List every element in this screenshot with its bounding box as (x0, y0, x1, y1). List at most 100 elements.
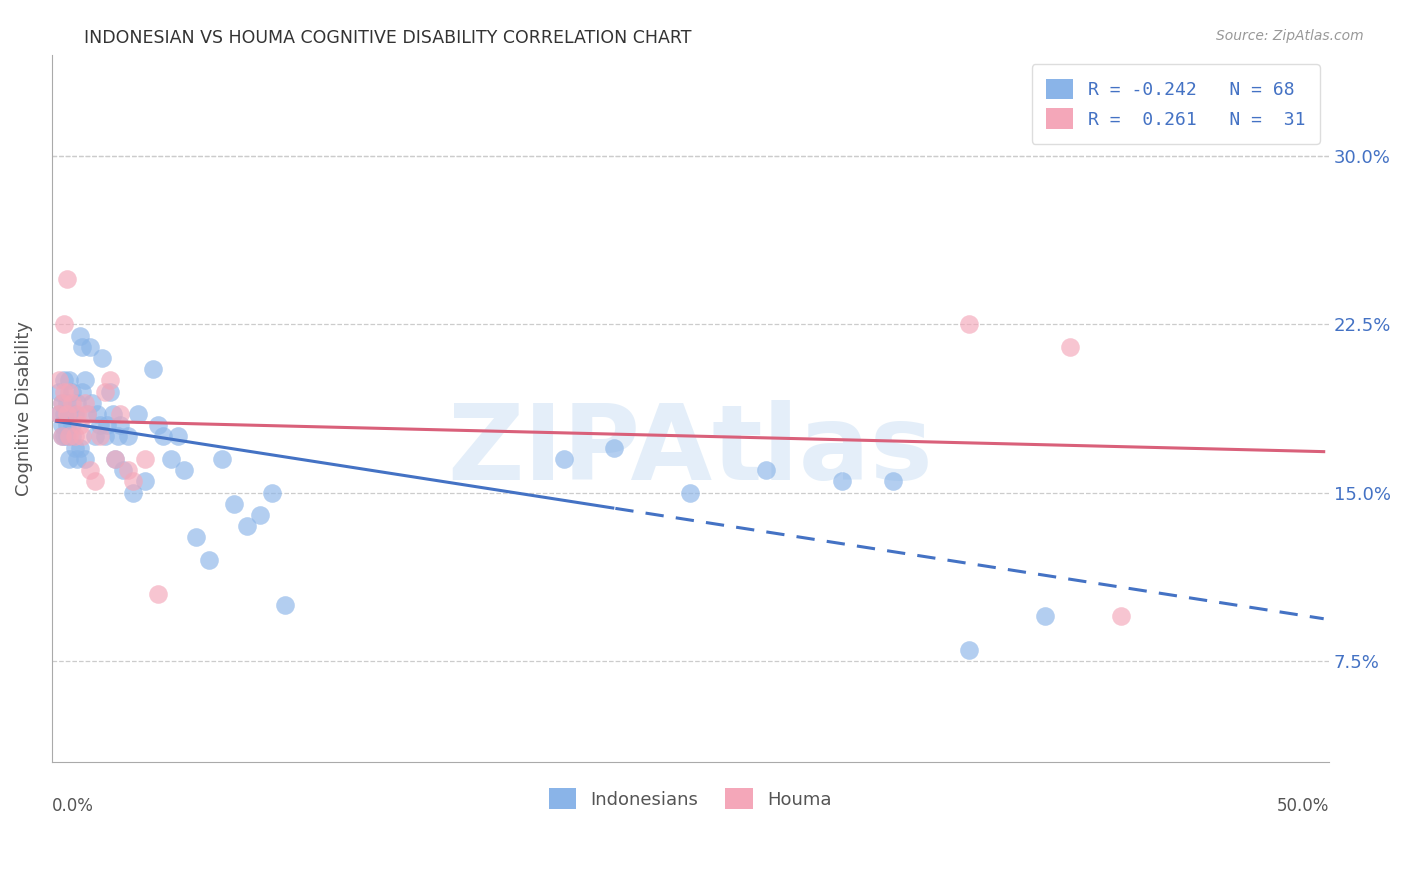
Point (63, 441, 86, 455)
Point (79, 340, 101, 354)
Point (98, 384, 121, 399)
Point (121, 485, 143, 500)
Point (94, 429, 117, 443)
Point (127, 407, 149, 421)
Point (69, 441, 91, 455)
Point (51, 429, 73, 443)
Point (58, 429, 80, 443)
Point (882, 475, 904, 489)
Point (1109, 609, 1132, 624)
Point (48, 384, 70, 399)
Point (53, 429, 76, 443)
Point (89, 418, 111, 433)
Point (58, 373, 80, 387)
Point (104, 451, 127, 466)
Point (56, 407, 79, 421)
Point (262, 485, 284, 500)
Point (51, 429, 73, 443)
Point (146, 418, 169, 433)
Point (107, 429, 129, 443)
Point (152, 429, 174, 443)
Text: Source: ZipAtlas.com: Source: ZipAtlas.com (1216, 29, 1364, 44)
Point (160, 451, 183, 466)
Text: 50.0%: 50.0% (1277, 797, 1329, 815)
Point (186, 531, 208, 545)
Point (69, 328, 91, 343)
Point (224, 497, 246, 511)
Point (146, 586, 169, 600)
Point (957, 642, 980, 657)
Point (58, 451, 80, 466)
Text: INDONESIAN VS HOUMA COGNITIVE DISABILITY CORRELATION CHART: INDONESIAN VS HOUMA COGNITIVE DISABILITY… (84, 29, 692, 47)
Point (167, 429, 190, 443)
Point (76, 407, 98, 421)
Point (53, 318, 76, 332)
Point (60, 384, 83, 399)
Point (48, 407, 70, 421)
Point (134, 451, 156, 466)
Point (48, 407, 70, 421)
Point (83, 429, 105, 443)
Point (70, 429, 93, 443)
Point (53, 384, 76, 399)
Point (66, 396, 89, 410)
Point (56, 418, 79, 433)
Point (1033, 609, 1056, 624)
Point (173, 463, 195, 477)
Point (56, 272, 79, 286)
Point (70, 340, 93, 354)
Point (60, 396, 83, 410)
Point (53, 373, 76, 387)
Point (91, 351, 114, 365)
Point (101, 407, 124, 421)
Point (108, 418, 131, 433)
Point (51, 396, 73, 410)
Point (73, 451, 96, 466)
Point (117, 463, 139, 477)
Point (60, 429, 83, 443)
Point (82, 396, 104, 410)
Point (86, 407, 108, 421)
Point (274, 598, 297, 612)
Point (98, 373, 121, 387)
Point (73, 396, 96, 410)
Point (51, 418, 73, 433)
Point (121, 475, 143, 489)
Point (48, 373, 70, 387)
Point (63, 407, 86, 421)
Point (1059, 340, 1081, 354)
Point (679, 485, 702, 500)
Point (66, 407, 89, 421)
Legend: Indonesians, Houma: Indonesians, Houma (541, 781, 839, 816)
Point (66, 451, 89, 466)
Point (70, 384, 93, 399)
Point (83, 475, 105, 489)
Y-axis label: Cognitive Disability: Cognitive Disability (15, 321, 32, 496)
Point (60, 418, 83, 433)
Point (94, 384, 117, 399)
Point (134, 475, 156, 489)
Point (603, 441, 626, 455)
Point (117, 429, 139, 443)
Point (831, 475, 853, 489)
Point (236, 519, 259, 533)
Point (89, 429, 111, 443)
Point (108, 407, 131, 421)
Point (53, 407, 76, 421)
Point (96, 418, 118, 433)
Point (553, 451, 575, 466)
Point (56, 396, 79, 410)
Point (63, 429, 86, 443)
Text: 0.0%: 0.0% (52, 797, 94, 815)
Point (142, 362, 165, 376)
Point (58, 384, 80, 399)
Point (957, 318, 980, 332)
Point (249, 508, 271, 522)
Point (73, 373, 96, 387)
Point (211, 451, 233, 466)
Point (51, 396, 73, 410)
Point (755, 463, 778, 477)
Point (76, 407, 98, 421)
Point (111, 463, 134, 477)
Point (58, 407, 80, 421)
